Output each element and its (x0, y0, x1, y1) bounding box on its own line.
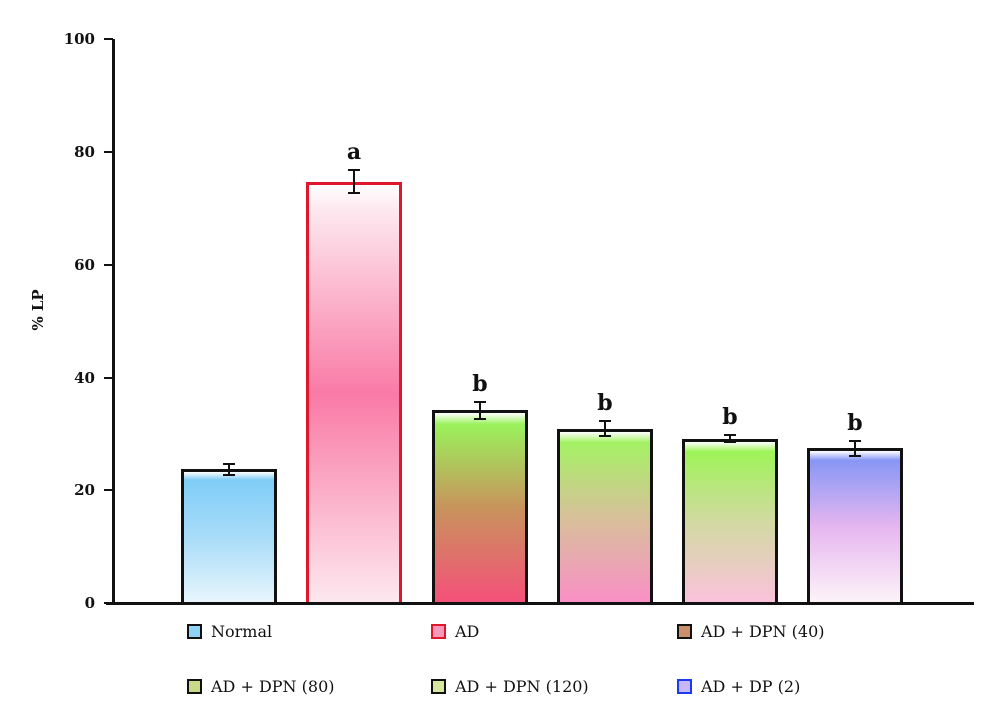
legend-label: AD + DPN (80) (211, 677, 335, 696)
y-tick-label: 80 (74, 143, 95, 161)
y-axis (112, 39, 115, 604)
x-axis (106, 602, 974, 605)
error-bar (849, 440, 861, 457)
bar-ad-dp-2 (807, 448, 903, 603)
legend-item-normal: Normal (187, 622, 272, 641)
error-bar (724, 434, 736, 444)
error-bar (599, 420, 611, 438)
legend-item-ad-dp-2: AD + DP (2) (677, 677, 800, 696)
legend-swatch-icon (431, 679, 446, 694)
y-tick-label: 20 (74, 481, 95, 499)
bar-ad-dpn-120 (682, 438, 778, 603)
significance-label: b (847, 410, 863, 436)
legend-label: Normal (211, 622, 273, 641)
significance-label: a (346, 139, 362, 166)
significance-label: b (722, 404, 738, 431)
y-tick (104, 489, 113, 491)
error-bar (223, 462, 235, 477)
significance-label: b (472, 370, 488, 397)
bar-ad-dpn-40 (432, 410, 528, 603)
significance-label: b (597, 390, 613, 417)
legend-label: AD (455, 622, 480, 641)
legend-swatch-icon (187, 624, 202, 639)
error-bar (348, 169, 360, 195)
legend-item-ad-dpn-120: AD + DPN (120) (431, 677, 589, 696)
legend-swatch-icon (431, 624, 446, 639)
legend-swatch-icon (187, 679, 202, 694)
legend-item-ad-dpn-40: AD + DPN (40) (677, 622, 824, 641)
y-tick (104, 38, 113, 40)
bar-normal (181, 469, 277, 603)
bar-ad-dpn-80 (557, 428, 653, 603)
legend-label: AD + DPN (40) (701, 622, 825, 641)
legend-item-ad: AD (431, 622, 479, 641)
bar-ad (306, 181, 402, 603)
error-bar (474, 400, 486, 420)
y-tick (104, 151, 113, 153)
y-tick-label: 0 (84, 594, 95, 612)
legend-label: AD + DPN (120) (455, 677, 589, 696)
y-axis-label: % LP (29, 289, 47, 331)
y-tick (104, 264, 113, 266)
legend-swatch-icon (677, 624, 692, 639)
legend-swatch-icon (677, 679, 692, 694)
y-tick-label: 100 (63, 30, 95, 48)
y-tick-label: 60 (74, 256, 95, 274)
y-tick-label: 40 (74, 369, 95, 387)
legend-label: AD + DP (2) (701, 677, 801, 696)
legend-item-ad-dpn-80: AD + DPN (80) (187, 677, 334, 696)
y-tick (104, 377, 113, 379)
